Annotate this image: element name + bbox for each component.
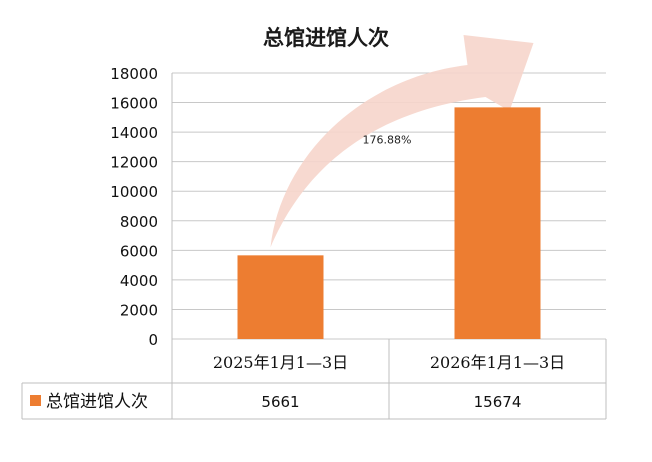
growth-arrow [270,35,534,248]
y-tick-label: 8000 [120,213,158,231]
x-tick-label: 2026年1月1—3日 [430,353,565,372]
y-tick-label: 14000 [110,124,158,142]
legend-swatch [30,395,41,406]
y-tick-label: 6000 [120,242,158,260]
y-tick-label: 0 [148,331,158,349]
growth-annotation: 176.88% [363,133,412,146]
y-tick-label: 10000 [110,183,158,201]
y-tick-label: 18000 [110,65,158,83]
bars [237,107,541,339]
x-tick-label: 2025年1月1—3日 [213,353,348,372]
legend-label: 总馆进馆人次 [46,392,148,412]
y-tick-label: 12000 [110,154,158,172]
chart-title: 总馆进馆人次 [263,26,389,50]
bar [454,107,541,339]
y-tick-label: 16000 [110,95,158,113]
y-tick-label: 4000 [120,272,158,290]
y-tick-label: 2000 [120,301,158,319]
y-axis-ticks: 0 2000 4000 6000 8000 10000 12000 14000 16000 180… [110,65,158,349]
bar [237,255,324,339]
data-label: 15674 [474,393,522,411]
data-label: 5661 [261,393,299,411]
